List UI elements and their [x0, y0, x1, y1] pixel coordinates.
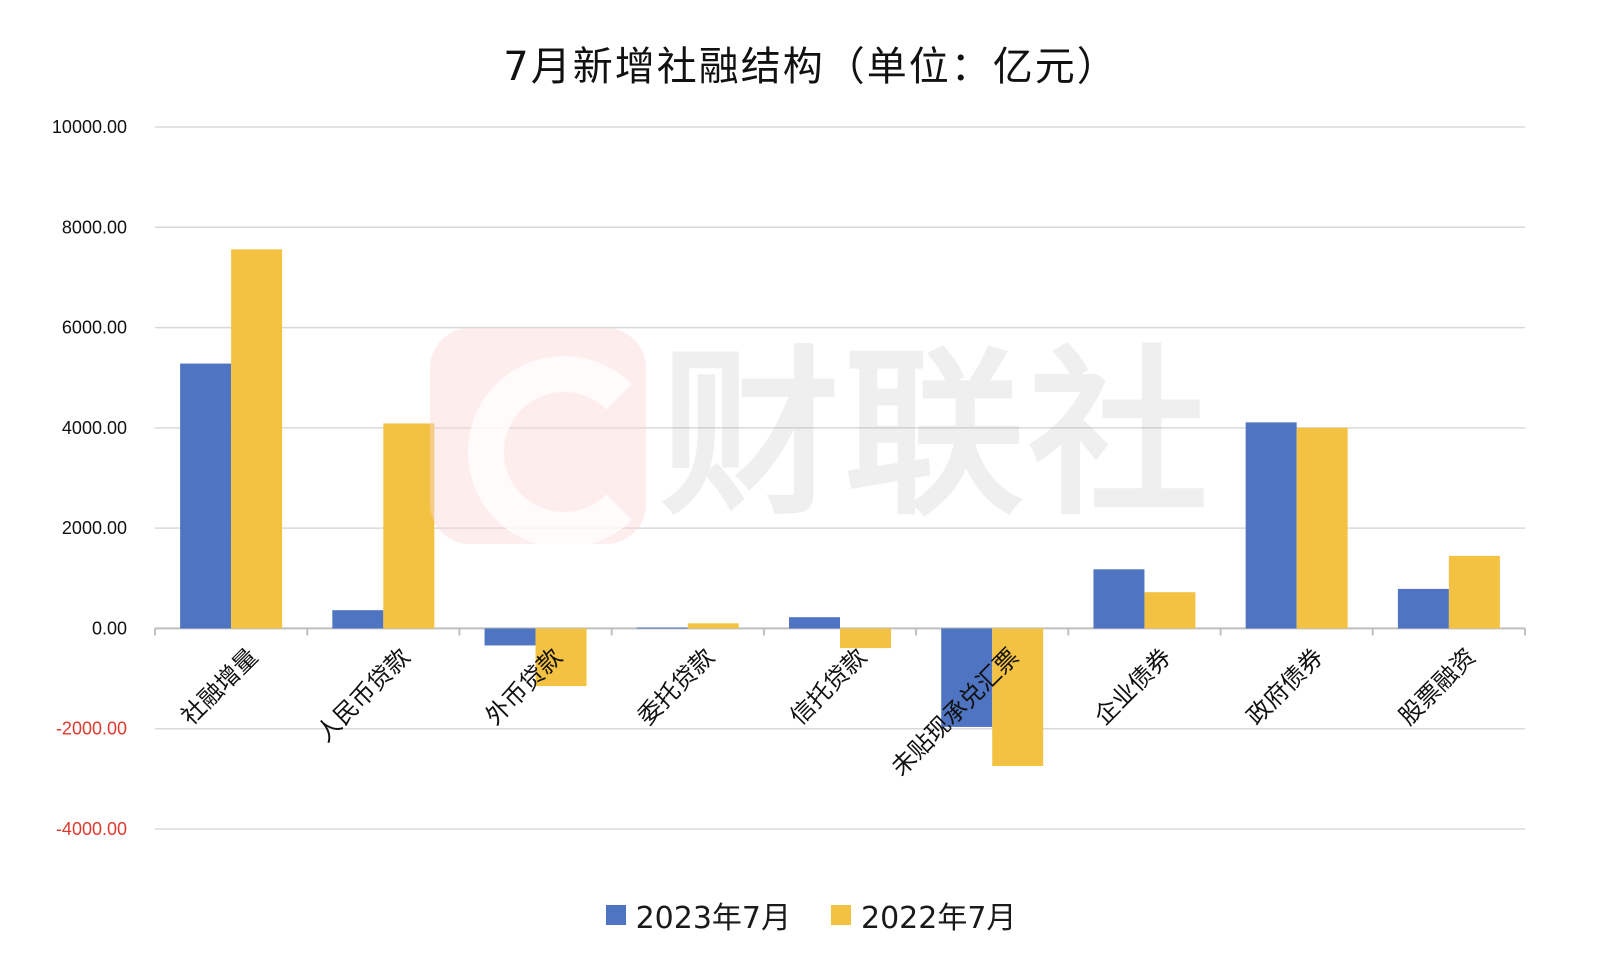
bar-2022-4: [840, 628, 891, 649]
bar-2023-2: [484, 628, 536, 646]
x-category-label: 政府债券: [1241, 643, 1329, 731]
legend-label-2022: 2022年7月: [861, 901, 1017, 936]
y-tick-label: 2000.00: [62, 518, 127, 538]
y-tick-label: -2000.00: [56, 719, 127, 739]
x-category-label: 社融增量: [176, 643, 264, 731]
bar-2023-4: [789, 617, 840, 629]
x-category-label: 信托贷款: [785, 643, 873, 731]
bar-2023-0: [180, 363, 232, 629]
bar-2022-8: [1448, 555, 1500, 629]
bar-2023-6: [1093, 569, 1145, 629]
y-tick-label: 4000.00: [62, 418, 127, 438]
bar-2022-5: [992, 628, 1044, 766]
x-category-label: 股票融资: [1393, 643, 1481, 731]
bar-2023-8: [1397, 588, 1449, 629]
bar-2023-3: [636, 627, 688, 629]
y-tick-label: 0.00: [92, 618, 127, 638]
legend-label-2023: 2023年7月: [635, 901, 791, 936]
legend-item-2022: 2022年7月: [831, 893, 1016, 937]
bar-2023-7: [1245, 422, 1297, 629]
bar-2022-0: [231, 249, 283, 629]
x-category-label: 人民币贷款: [311, 643, 416, 748]
legend: 2023年7月 2022年7月: [0, 893, 1622, 937]
x-category-label: 企业债券: [1089, 643, 1177, 731]
y-tick-label: -4000.00: [56, 819, 127, 839]
x-category-label: 外币贷款: [480, 643, 568, 731]
y-tick-label: 10000.00: [52, 117, 127, 137]
legend-swatch-2022: [831, 905, 851, 925]
chart-title: 7月新增社融结构（单位：亿元）: [503, 44, 1119, 90]
y-tick-label: 6000.00: [62, 318, 127, 338]
bar-2023-5: [941, 628, 993, 727]
bar-2022-6: [1144, 592, 1196, 629]
bar-2023-1: [332, 610, 384, 629]
bar-2022-3: [687, 623, 739, 629]
y-tick-label: 8000.00: [62, 217, 127, 237]
legend-swatch-2023: [605, 905, 626, 925]
bar-2022-1: [383, 423, 435, 629]
bar-2022-2: [535, 628, 587, 687]
legend-item-2023: 2023年7月: [605, 893, 791, 937]
x-category-label: 委托贷款: [632, 643, 720, 731]
bar-2022-7: [1296, 427, 1348, 629]
